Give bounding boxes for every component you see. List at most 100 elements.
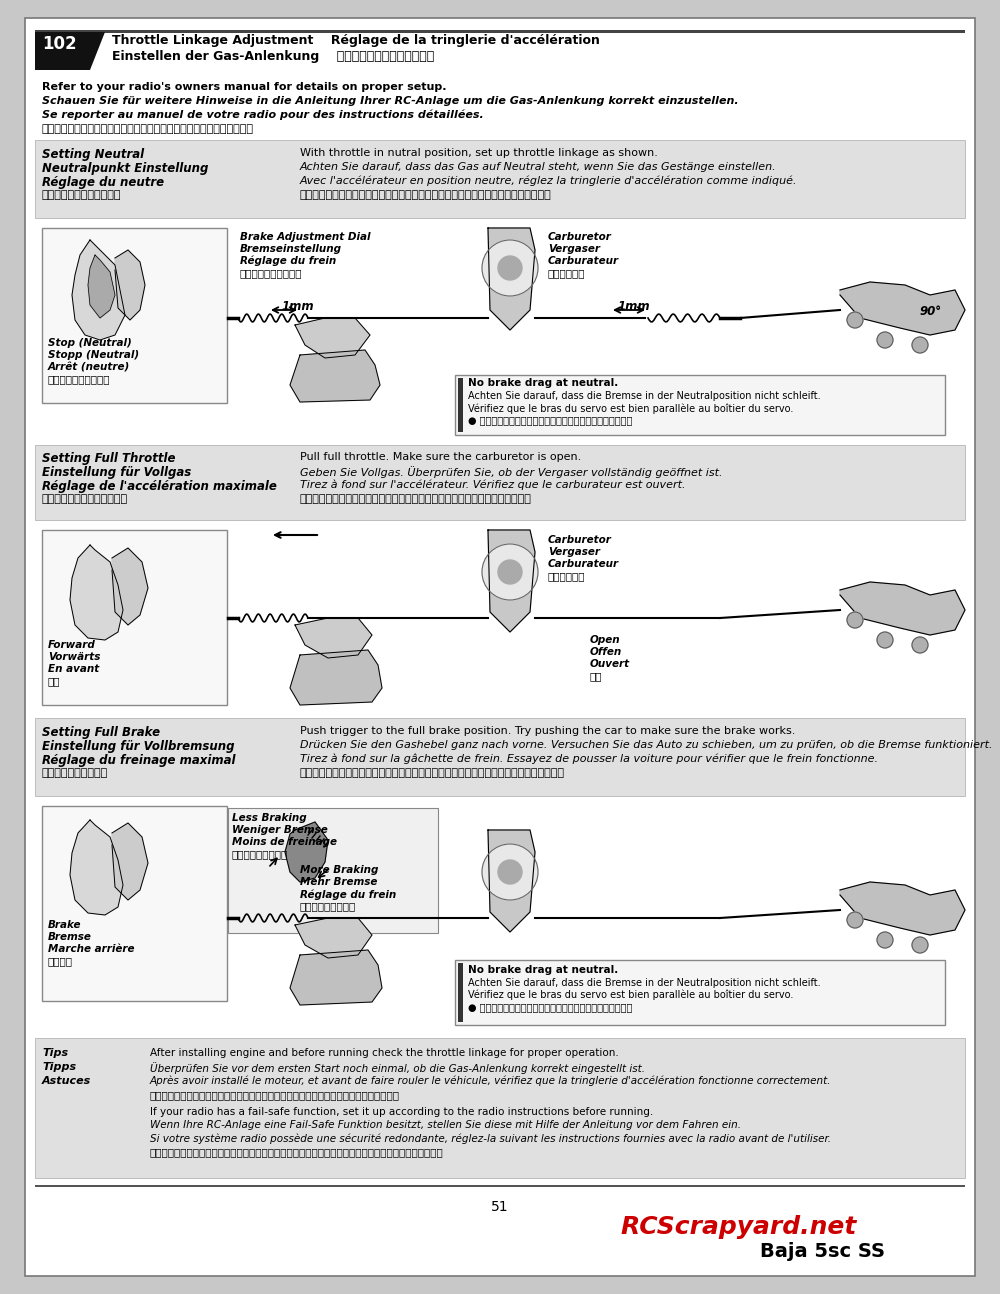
Text: Open: Open xyxy=(590,635,621,644)
Text: フルスロットルセットアップ: フルスロットルセットアップ xyxy=(42,494,128,503)
Text: Avec l'accélérateur en position neutre, réglez la tringlerie d'accélération comm: Avec l'accélérateur en position neutre, … xyxy=(300,176,798,186)
Text: Vergaser: Vergaser xyxy=(548,547,600,556)
Text: Moins de freinage: Moins de freinage xyxy=(232,837,337,848)
Text: Réglage du neutre: Réglage du neutre xyxy=(42,176,164,189)
Text: Réglage du freinage maximal: Réglage du freinage maximal xyxy=(42,754,236,767)
Polygon shape xyxy=(70,545,123,641)
Text: Bremseinstellung: Bremseinstellung xyxy=(240,245,342,254)
Circle shape xyxy=(482,239,538,296)
Text: More Braking: More Braking xyxy=(300,864,378,875)
Text: Réglage de l'accélération maximale: Réglage de l'accélération maximale xyxy=(42,480,277,493)
Text: Carburateur: Carburateur xyxy=(548,559,619,569)
Text: Après avoir installé le moteur, et avant de faire rouler le véhicule, vérifiez q: Après avoir installé le moteur, et avant… xyxy=(150,1077,832,1087)
Circle shape xyxy=(912,637,928,653)
Text: Throttle Linkage Adjustment    Réglage de la tringlerie d'accélération: Throttle Linkage Adjustment Réglage de l… xyxy=(112,34,600,47)
Text: スロットルをブレーキ位置にし、車を手で押してみてブレーキが効くように調整します。: スロットルをブレーキ位置にし、車を手で押してみてブレーキが効くように調整します。 xyxy=(300,769,565,778)
Polygon shape xyxy=(840,282,965,335)
Bar xyxy=(42,806,227,1002)
Polygon shape xyxy=(72,239,125,340)
Text: ブレーキセットアップ: ブレーキセットアップ xyxy=(42,769,108,778)
Circle shape xyxy=(877,333,893,348)
Text: Einstellung für Vollgas: Einstellung für Vollgas xyxy=(42,466,191,479)
Text: キャブレター: キャブレター xyxy=(548,571,586,581)
Bar xyxy=(42,531,227,705)
Text: Bremse: Bremse xyxy=(48,932,92,942)
Text: 1mm: 1mm xyxy=(282,300,315,313)
Text: Carburateur: Carburateur xyxy=(548,256,619,267)
Text: Less Braking: Less Braking xyxy=(232,813,307,823)
Bar xyxy=(35,30,965,32)
Polygon shape xyxy=(290,650,382,705)
Text: Si votre système radio possède une sécurité redondante, réglez-la suivant les in: Si votre système radio possède une sécur… xyxy=(150,1134,831,1144)
Text: With throttle in nutral position, set up throttle linkage as shown.: With throttle in nutral position, set up… xyxy=(300,148,658,158)
Text: Weniger Bremse: Weniger Bremse xyxy=(232,826,328,835)
Text: RCScrapyard.net: RCScrapyard.net xyxy=(620,1215,856,1238)
Text: Brake Adjustment Dial: Brake Adjustment Dial xyxy=(240,232,370,242)
Text: Einstellen der Gas-Anlenkung    スロットルリンケージの調整: Einstellen der Gas-Anlenkung スロットルリンケージの… xyxy=(112,50,434,63)
Polygon shape xyxy=(112,547,148,625)
Polygon shape xyxy=(840,883,965,936)
Text: If your radio has a fail-safe function, set it up according to the radio instruc: If your radio has a fail-safe function, … xyxy=(150,1106,653,1117)
Text: Carburetor: Carburetor xyxy=(548,534,612,545)
Text: Brake: Brake xyxy=(48,920,82,930)
Text: Schauen Sie für weitere Hinweise in die Anleitung Ihrer RC-Anlage um die Gas-Anl: Schauen Sie für weitere Hinweise in die … xyxy=(42,96,739,106)
Text: 51: 51 xyxy=(491,1200,509,1214)
Text: En avant: En avant xyxy=(48,664,99,674)
Text: スロットルがニュートラルの状態でリンケージが図のようになるように調整します。: スロットルがニュートラルの状態でリンケージが図のようになるように調整します。 xyxy=(300,190,552,201)
Text: Tips: Tips xyxy=(42,1048,68,1058)
Text: Achten Sie darauf, dass die Bremse in der Neutralposition nicht schleift.: Achten Sie darauf, dass die Bremse in de… xyxy=(468,978,821,989)
Text: 停止（ニュートラル）: 停止（ニュートラル） xyxy=(48,374,110,384)
Circle shape xyxy=(498,256,522,280)
Text: Offen: Offen xyxy=(590,647,622,657)
Text: Achten Sie darauf, dass das Gas auf Neutral steht, wenn Sie das Gestänge einstel: Achten Sie darauf, dass das Gas auf Neut… xyxy=(300,162,777,172)
Polygon shape xyxy=(285,822,328,883)
Text: Stopp (Neutral): Stopp (Neutral) xyxy=(48,349,139,360)
Bar xyxy=(455,960,945,1025)
Text: After installing engine and before running check the throttle linkage for proper: After installing engine and before runni… xyxy=(150,1048,619,1058)
Text: Achten Sie darauf, dass die Bremse in der Neutralposition nicht schleift.: Achten Sie darauf, dass die Bremse in de… xyxy=(468,391,821,401)
Text: Push trigger to the full brake position. Try pushing the car to make sure the br: Push trigger to the full brake position.… xyxy=(300,726,795,736)
Text: Setting Full Brake: Setting Full Brake xyxy=(42,726,160,739)
Polygon shape xyxy=(88,255,115,318)
Text: No brake drag at neutral.: No brake drag at neutral. xyxy=(468,965,618,974)
Polygon shape xyxy=(488,829,535,932)
Text: Tirez à fond sur l'accélérateur. Vérifiez que le carburateur est ouvert.: Tirez à fond sur l'accélérateur. Vérifie… xyxy=(300,480,686,490)
Text: Einstellung für Vollbremsung: Einstellung für Vollbremsung xyxy=(42,740,234,753)
Polygon shape xyxy=(295,318,370,358)
Circle shape xyxy=(498,560,522,584)
Circle shape xyxy=(847,912,863,928)
Polygon shape xyxy=(295,619,372,659)
Text: Forward: Forward xyxy=(48,641,96,650)
Polygon shape xyxy=(70,820,123,915)
Circle shape xyxy=(877,932,893,949)
Text: Überprüfen Sie vor dem ersten Start noch einmal, ob die Gas-Anlenkung korrekt ei: Überprüfen Sie vor dem ersten Start noch… xyxy=(150,1062,645,1074)
Bar xyxy=(458,378,463,432)
Bar xyxy=(455,375,945,435)
Text: 全開: 全開 xyxy=(590,672,602,681)
Polygon shape xyxy=(488,228,535,330)
Circle shape xyxy=(498,861,522,884)
Text: 90°: 90° xyxy=(920,305,942,318)
Text: キャブレター: キャブレター xyxy=(548,268,586,278)
Bar xyxy=(35,445,965,520)
Text: Vergaser: Vergaser xyxy=(548,245,600,254)
Polygon shape xyxy=(115,250,145,320)
Text: スロットルを全開位置のときにキャブレターが全開になるように調整します。: スロットルを全開位置のときにキャブレターが全開になるように調整します。 xyxy=(300,494,532,503)
Bar xyxy=(42,228,227,402)
Text: Vérifiez que le bras du servo est bien parallèle au boîtier du servo.: Vérifiez que le bras du servo est bien p… xyxy=(468,402,793,414)
Bar xyxy=(35,140,965,217)
Circle shape xyxy=(482,844,538,901)
Text: Stop (Neutral): Stop (Neutral) xyxy=(48,338,132,348)
Text: Wenn Ihre RC-Anlage eine Fail-Safe Funktion besitzt, stellen Sie diese mit Hilfe: Wenn Ihre RC-Anlage eine Fail-Safe Funkt… xyxy=(150,1121,741,1130)
Text: Arrêt (neutre): Arrêt (neutre) xyxy=(48,362,130,371)
Bar xyxy=(35,1038,965,1178)
Text: ニュートラルセットアップ: ニュートラルセットアップ xyxy=(42,190,122,201)
Text: Neutralpunkt Einstellung: Neutralpunkt Einstellung xyxy=(42,162,208,175)
Circle shape xyxy=(877,631,893,648)
Text: Setting Full Throttle: Setting Full Throttle xyxy=(42,452,176,465)
Bar xyxy=(458,963,463,1022)
Text: Vorwärts: Vorwärts xyxy=(48,652,100,663)
Text: Geben Sie Vollgas. Überprüfen Sie, ob der Vergaser vollständig geöffnet ist.: Geben Sie Vollgas. Überprüfen Sie, ob de… xyxy=(300,466,722,477)
Text: Carburetor: Carburetor xyxy=(548,232,612,242)
Text: Marche arrière: Marche arrière xyxy=(48,945,134,954)
